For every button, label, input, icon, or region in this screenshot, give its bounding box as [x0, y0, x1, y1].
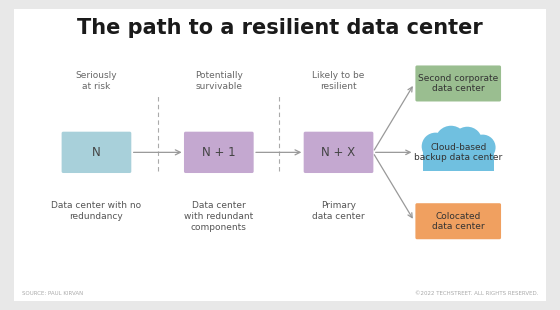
FancyBboxPatch shape: [14, 9, 546, 301]
Text: The path to a resilient data center: The path to a resilient data center: [77, 18, 483, 38]
Text: N + X: N + X: [321, 146, 356, 159]
Text: Seriously
at risk: Seriously at risk: [76, 71, 117, 91]
Text: N + 1: N + 1: [202, 146, 236, 159]
Text: Likely to be
resilient: Likely to be resilient: [312, 71, 365, 91]
Text: SOURCE: PAUL KIRVAN: SOURCE: PAUL KIRVAN: [22, 291, 83, 296]
Text: Primary
data center: Primary data center: [312, 201, 365, 221]
Circle shape: [422, 133, 449, 160]
Text: Cloud-based
backup data center: Cloud-based backup data center: [414, 143, 502, 162]
FancyBboxPatch shape: [416, 65, 501, 101]
Text: Colocated
data center: Colocated data center: [432, 211, 484, 231]
FancyBboxPatch shape: [62, 132, 131, 173]
Text: Data center with no
redundancy: Data center with no redundancy: [52, 201, 142, 221]
FancyBboxPatch shape: [416, 203, 501, 239]
Circle shape: [452, 127, 482, 156]
Circle shape: [435, 126, 467, 157]
Circle shape: [470, 135, 496, 160]
Ellipse shape: [423, 140, 493, 170]
Text: Data center
with redundant
components: Data center with redundant components: [184, 201, 254, 232]
Text: ©2022 TECHSTREET. ALL RIGHTS RESERVED.: ©2022 TECHSTREET. ALL RIGHTS RESERVED.: [414, 291, 538, 296]
FancyBboxPatch shape: [423, 152, 493, 171]
Text: N: N: [92, 146, 101, 159]
Text: Potentially
survivable: Potentially survivable: [195, 71, 242, 91]
Text: Second corporate
data center: Second corporate data center: [418, 74, 498, 93]
FancyBboxPatch shape: [304, 132, 374, 173]
FancyBboxPatch shape: [184, 132, 254, 173]
